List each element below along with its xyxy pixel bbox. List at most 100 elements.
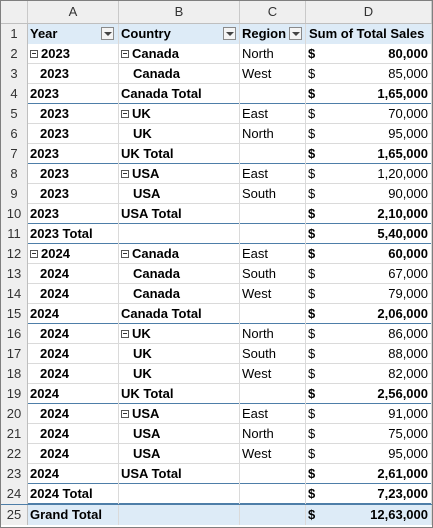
region-cell[interactable] — [240, 505, 306, 525]
region-cell[interactable]: North — [240, 44, 306, 64]
sales-cell[interactable]: $85,000 — [306, 64, 432, 84]
row-number[interactable]: 16 — [1, 324, 28, 344]
region-cell[interactable]: East — [240, 164, 306, 184]
sales-header-cell[interactable]: Sum of Total Sales — [306, 24, 432, 44]
row-number[interactable]: 8 — [1, 164, 28, 184]
column-header-b[interactable]: B — [119, 1, 240, 23]
sales-cell[interactable]: $90,000 — [306, 184, 432, 204]
sales-cell[interactable]: $2,61,000 — [306, 464, 432, 484]
sales-cell[interactable]: $7,23,000 — [306, 484, 432, 504]
region-cell[interactable]: South — [240, 184, 306, 204]
row-number[interactable]: 11 — [1, 224, 28, 244]
column-header-c[interactable]: C — [240, 1, 306, 23]
row-number[interactable]: 25 — [1, 505, 28, 525]
year-cell[interactable]: 2024 — [28, 264, 119, 284]
year-cell[interactable]: 2023 — [28, 84, 119, 104]
row-number[interactable]: 18 — [1, 364, 28, 384]
sales-cell[interactable]: $1,65,000 — [306, 84, 432, 104]
region-cell[interactable]: South — [240, 344, 306, 364]
region-filter-dropdown-icon[interactable] — [289, 27, 302, 40]
year-cell[interactable]: 2023 — [28, 164, 119, 184]
sales-cell[interactable]: $60,000 — [306, 244, 432, 264]
year-cell[interactable]: 2023 — [28, 104, 119, 124]
collapse-icon[interactable] — [121, 409, 129, 418]
sales-cell[interactable]: $86,000 — [306, 324, 432, 344]
country-cell[interactable]: Canada — [119, 244, 240, 264]
year-cell[interactable]: 2024 — [28, 464, 119, 484]
sales-cell[interactable]: $2,06,000 — [306, 304, 432, 324]
region-cell[interactable]: East — [240, 404, 306, 424]
year-cell[interactable]: Grand Total — [28, 505, 119, 525]
sales-cell[interactable]: $5,40,000 — [306, 224, 432, 244]
region-cell[interactable]: North — [240, 424, 306, 444]
country-cell[interactable]: USA Total — [119, 464, 240, 484]
row-number[interactable]: 23 — [1, 464, 28, 484]
region-cell[interactable]: West — [240, 284, 306, 304]
row-number[interactable]: 12 — [1, 244, 28, 264]
country-cell[interactable]: UK Total — [119, 144, 240, 164]
row-number[interactable]: 13 — [1, 264, 28, 284]
country-cell[interactable]: USA — [119, 424, 240, 444]
country-header-cell[interactable]: Country — [119, 24, 240, 44]
column-header-d[interactable]: D — [306, 1, 432, 23]
country-cell[interactable]: Canada Total — [119, 304, 240, 324]
row-number[interactable]: 20 — [1, 404, 28, 424]
region-cell[interactable] — [240, 224, 306, 244]
sales-cell[interactable]: $12,63,000 — [306, 505, 432, 525]
sales-cell[interactable]: $91,000 — [306, 404, 432, 424]
collapse-icon[interactable] — [121, 109, 129, 118]
country-cell[interactable]: Canada — [119, 64, 240, 84]
row-number[interactable]: 6 — [1, 124, 28, 144]
region-cell[interactable] — [240, 384, 306, 404]
year-cell[interactable]: 2024 — [28, 444, 119, 464]
row-number[interactable]: 7 — [1, 144, 28, 164]
row-number[interactable]: 4 — [1, 84, 28, 104]
region-cell[interactable]: South — [240, 264, 306, 284]
country-cell[interactable]: USA — [119, 184, 240, 204]
region-cell[interactable]: East — [240, 244, 306, 264]
sales-cell[interactable]: $2,10,000 — [306, 204, 432, 224]
year-cell[interactable]: 2024 — [28, 384, 119, 404]
column-header-a[interactable]: A — [28, 1, 119, 23]
region-cell[interactable]: West — [240, 364, 306, 384]
country-cell[interactable]: UK Total — [119, 384, 240, 404]
country-cell[interactable]: UK — [119, 104, 240, 124]
country-cell[interactable]: UK — [119, 124, 240, 144]
country-cell[interactable]: UK — [119, 344, 240, 364]
row-number[interactable]: 15 — [1, 304, 28, 324]
country-cell[interactable]: Canada — [119, 264, 240, 284]
year-filter-dropdown-icon[interactable] — [101, 27, 114, 40]
region-cell[interactable] — [240, 84, 306, 104]
sales-cell[interactable]: $70,000 — [306, 104, 432, 124]
region-cell[interactable] — [240, 464, 306, 484]
country-cell[interactable]: USA Total — [119, 204, 240, 224]
year-cell[interactable]: 2024 — [28, 284, 119, 304]
row-number[interactable]: 10 — [1, 204, 28, 224]
row-number[interactable]: 14 — [1, 284, 28, 304]
country-cell[interactable]: Canada Total — [119, 84, 240, 104]
country-cell[interactable] — [119, 484, 240, 504]
region-cell[interactable]: West — [240, 444, 306, 464]
row-number[interactable]: 9 — [1, 184, 28, 204]
sales-cell[interactable]: $2,56,000 — [306, 384, 432, 404]
sales-cell[interactable]: $95,000 — [306, 124, 432, 144]
row-number[interactable]: 19 — [1, 384, 28, 404]
region-header-cell[interactable]: Region — [240, 24, 306, 44]
collapse-icon[interactable] — [30, 249, 38, 258]
year-cell[interactable]: 2024 — [28, 304, 119, 324]
country-cell[interactable] — [119, 224, 240, 244]
year-header-cell[interactable]: Year — [28, 24, 119, 44]
year-cell[interactable]: 2023 — [28, 184, 119, 204]
country-cell[interactable]: USA — [119, 164, 240, 184]
year-cell[interactable]: 2024 — [28, 364, 119, 384]
region-cell[interactable] — [240, 304, 306, 324]
year-cell[interactable]: 2023 — [28, 124, 119, 144]
row-number[interactable]: 17 — [1, 344, 28, 364]
year-cell[interactable]: 2024 — [28, 324, 119, 344]
year-cell[interactable]: 2023 — [28, 44, 119, 64]
year-cell[interactable]: 2023 — [28, 144, 119, 164]
row-number[interactable]: 24 — [1, 484, 28, 504]
year-cell[interactable]: 2023 — [28, 64, 119, 84]
row-number[interactable]: 22 — [1, 444, 28, 464]
region-cell[interactable] — [240, 484, 306, 504]
